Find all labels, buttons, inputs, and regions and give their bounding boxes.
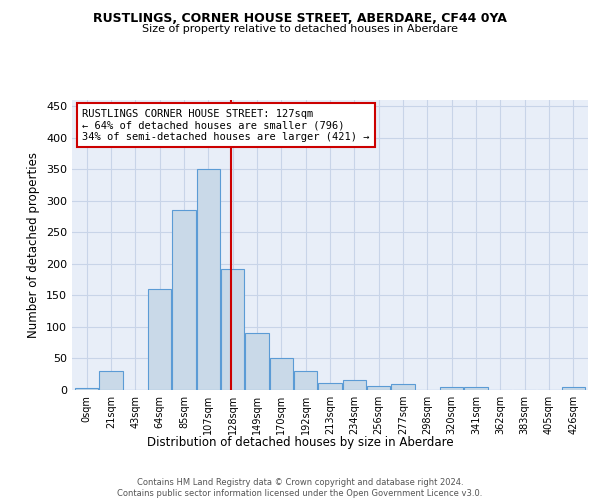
Bar [343,380,366,390]
Bar [562,387,585,390]
Bar [391,384,415,390]
Text: RUSTLINGS, CORNER HOUSE STREET, ABERDARE, CF44 0YA: RUSTLINGS, CORNER HOUSE STREET, ABERDARE… [93,12,507,26]
Bar [294,371,317,390]
Bar [221,269,244,390]
Bar [75,388,98,390]
Bar [367,386,390,390]
Text: Distribution of detached houses by size in Aberdare: Distribution of detached houses by size … [146,436,454,449]
Bar [148,289,171,390]
Text: Size of property relative to detached houses in Aberdare: Size of property relative to detached ho… [142,24,458,34]
Bar [270,358,293,390]
Y-axis label: Number of detached properties: Number of detached properties [28,152,40,338]
Bar [440,387,463,390]
Bar [464,387,488,390]
Text: Contains HM Land Registry data © Crown copyright and database right 2024.
Contai: Contains HM Land Registry data © Crown c… [118,478,482,498]
Text: RUSTLINGS CORNER HOUSE STREET: 127sqm
← 64% of detached houses are smaller (796): RUSTLINGS CORNER HOUSE STREET: 127sqm ← … [82,108,370,142]
Bar [172,210,196,390]
Bar [245,334,269,390]
Bar [319,383,341,390]
Bar [100,371,122,390]
Bar [197,170,220,390]
